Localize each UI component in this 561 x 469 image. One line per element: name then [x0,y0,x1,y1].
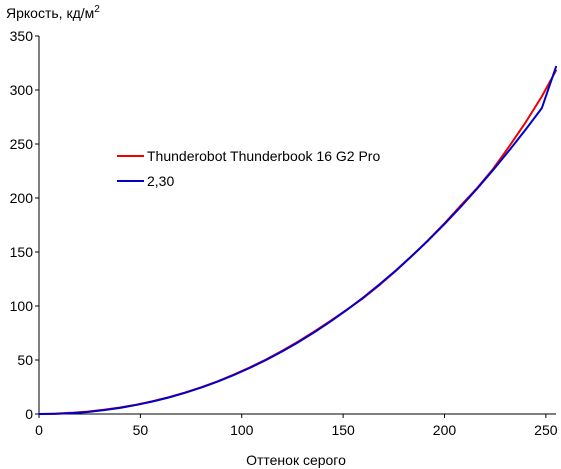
legend-label-2: 2,30 [147,173,174,189]
y-axis-title-main: Яркость, кд/м [6,5,94,21]
y-axis-title-text: Яркость, кд/м2 [6,4,100,21]
series-layer [38,65,557,415]
legend: Thunderobot Thunderbook 16 G2 Pro 2,30 [117,148,380,189]
y-tick-label: 350 [10,28,34,44]
axes: 0 50 100 150 200 250 300 350 0 50 100 150 200 250 [10,28,558,438]
legend-label-1: Thunderobot Thunderbook 16 G2 Pro [147,148,380,164]
y-axis-title: Яркость, кд/м2 [6,4,100,21]
y-tick-label: 100 [10,298,34,314]
x-axis-title: Оттенок серого [246,452,346,468]
x-tick-label: 150 [331,422,355,438]
y-tick-label: 150 [10,244,34,260]
x-tick-label: 0 [35,422,43,438]
series-line-2 [38,65,557,415]
y-tick-label: 0 [25,406,33,422]
y-tick-label: 50 [17,352,33,368]
series-line-1 [38,69,557,415]
y-tick-label: 300 [10,82,34,98]
y-tick-label: 250 [10,136,34,152]
y-tick-label: 200 [10,190,34,206]
x-tick-label: 50 [133,422,149,438]
x-tick-label: 100 [230,422,254,438]
y-axis-title-superscript: 2 [94,4,100,15]
x-tick-label: 200 [433,422,457,438]
x-tick-label: 250 [534,422,558,438]
